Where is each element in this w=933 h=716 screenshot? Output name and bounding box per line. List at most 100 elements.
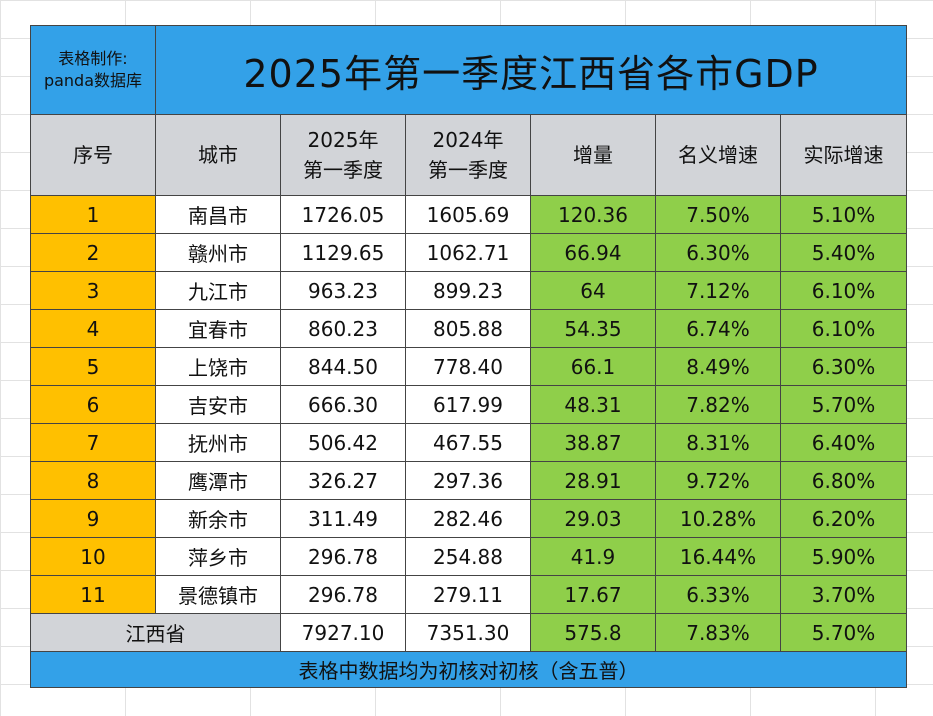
table-title: 2025年第一季度江西省各市GDP: [154, 25, 908, 115]
cell-index: 7: [30, 423, 156, 462]
cell-increase: 38.87: [530, 423, 656, 462]
cell-2024-q1: 279.11: [405, 575, 531, 614]
cell-2024-q1: 778.40: [405, 347, 531, 386]
header-real-growth: 实际增速: [779, 114, 908, 196]
table-row: 3 九江市 963.23 899.23 64 7.12% 6.10%: [30, 271, 908, 310]
cell-increase: 17.67: [530, 575, 656, 614]
cell-index: 6: [30, 385, 156, 424]
cell-2024-q1: 282.46: [405, 499, 531, 538]
cell-real-growth: 5.40%: [779, 233, 908, 272]
header-2024-year: 2024年: [432, 128, 504, 152]
header-nominal-growth: 名义增速: [655, 114, 781, 196]
cell-increase: 28.91: [530, 461, 656, 500]
header-2024-quarter: 第一季度: [428, 158, 508, 182]
cell-index: 4: [30, 309, 156, 348]
cell-nominal-growth: 8.49%: [655, 347, 781, 386]
table-row: 6 吉安市 666.30 617.99 48.31 7.82% 5.70%: [30, 385, 908, 424]
cell-nominal-growth: 7.50%: [655, 195, 781, 234]
total-2025-q1: 7927.10: [280, 613, 406, 652]
total-row: 江西省 7927.10 7351.30 575.8 7.83% 5.70%: [30, 613, 908, 652]
cell-city: 上饶市: [155, 347, 281, 386]
table-row: 1 南昌市 1726.05 1605.69 120.36 7.50% 5.10%: [30, 195, 908, 234]
cell-2024-q1: 1062.71: [405, 233, 531, 272]
cell-2024-q1: 617.99: [405, 385, 531, 424]
cell-real-growth: 5.70%: [779, 385, 908, 424]
footer-row: 表格中数据均为初核对初核（含五普）: [29, 651, 908, 688]
cell-nominal-growth: 7.82%: [655, 385, 781, 424]
cell-real-growth: 6.30%: [779, 347, 908, 386]
total-increase: 575.8: [530, 613, 656, 652]
cell-city: 九江市: [155, 271, 281, 310]
total-2024-q1: 7351.30: [405, 613, 531, 652]
cell-index: 9: [30, 499, 156, 538]
footer-note: 表格中数据均为初核对初核（含五普）: [29, 651, 908, 688]
cell-increase: 29.03: [530, 499, 656, 538]
cell-index: 5: [30, 347, 156, 386]
cell-2025-q1: 506.42: [280, 423, 406, 462]
cell-2025-q1: 1129.65: [280, 233, 406, 272]
cell-nominal-growth: 6.30%: [655, 233, 781, 272]
cell-index: 3: [30, 271, 156, 310]
title-row: 表格制作: panda数据库 2025年第一季度江西省各市GDP: [30, 25, 908, 115]
cell-real-growth: 6.10%: [779, 271, 908, 310]
cell-nominal-growth: 6.33%: [655, 575, 781, 614]
header-2025-quarter: 第一季度: [303, 158, 383, 182]
table-row: 5 上饶市 844.50 778.40 66.1 8.49% 6.30%: [30, 347, 908, 386]
cell-increase: 120.36: [530, 195, 656, 234]
cell-city: 赣州市: [155, 233, 281, 272]
credit-line-1: 表格制作:: [58, 49, 128, 68]
cell-increase: 41.9: [530, 537, 656, 576]
cell-2025-q1: 1726.05: [280, 195, 406, 234]
cell-nominal-growth: 6.74%: [655, 309, 781, 348]
cell-increase: 66.94: [530, 233, 656, 272]
header-increase: 增量: [530, 114, 656, 196]
table-row: 9 新余市 311.49 282.46 29.03 10.28% 6.20%: [30, 499, 908, 538]
cell-city: 宜春市: [155, 309, 281, 348]
cell-city: 抚州市: [155, 423, 281, 462]
cell-index: 2: [30, 233, 156, 272]
cell-nominal-growth: 16.44%: [655, 537, 781, 576]
cell-real-growth: 6.40%: [779, 423, 908, 462]
table-row: 7 抚州市 506.42 467.55 38.87 8.31% 6.40%: [30, 423, 908, 462]
cell-2024-q1: 899.23: [405, 271, 531, 310]
header-2024-q1: 2024年 第一季度: [405, 114, 531, 196]
cell-real-growth: 5.10%: [779, 195, 908, 234]
cell-2025-q1: 311.49: [280, 499, 406, 538]
cell-2024-q1: 1605.69: [405, 195, 531, 234]
table-row: 4 宜春市 860.23 805.88 54.35 6.74% 6.10%: [30, 309, 908, 348]
cell-city: 萍乡市: [155, 537, 281, 576]
cell-nominal-growth: 10.28%: [655, 499, 781, 538]
cell-nominal-growth: 7.12%: [655, 271, 781, 310]
header-row: 序号 城市 2025年 第一季度 2024年 第一季度 增量 名义增速 实际增速: [30, 114, 908, 196]
cell-2025-q1: 326.27: [280, 461, 406, 500]
total-nominal-growth: 7.83%: [655, 613, 781, 652]
cell-2025-q1: 666.30: [280, 385, 406, 424]
table-row: 8 鹰潭市 326.27 297.36 28.91 9.72% 6.80%: [30, 461, 908, 500]
table-row: 2 赣州市 1129.65 1062.71 66.94 6.30% 5.40%: [30, 233, 908, 272]
cell-2025-q1: 860.23: [280, 309, 406, 348]
cell-real-growth: 3.70%: [779, 575, 908, 614]
header-city: 城市: [155, 114, 281, 196]
cell-2024-q1: 467.55: [405, 423, 531, 462]
credit-line-2: panda数据库: [43, 71, 143, 90]
cell-city: 吉安市: [155, 385, 281, 424]
cell-index: 11: [30, 575, 156, 614]
cell-2024-q1: 254.88: [405, 537, 531, 576]
cell-2024-q1: 297.36: [405, 461, 531, 500]
cell-nominal-growth: 8.31%: [655, 423, 781, 462]
table-row: 11 景德镇市 296.78 279.11 17.67 6.33% 3.70%: [30, 575, 908, 614]
total-label: 江西省: [30, 613, 281, 652]
header-2025-year: 2025年: [307, 128, 379, 152]
gdp-table: 表格制作: panda数据库 2025年第一季度江西省各市GDP 序号 城市 2…: [29, 25, 908, 688]
cell-real-growth: 6.80%: [779, 461, 908, 500]
cell-real-growth: 5.90%: [779, 537, 908, 576]
cell-2025-q1: 296.78: [280, 537, 406, 576]
credit-cell: 表格制作: panda数据库: [30, 25, 156, 115]
cell-index: 8: [30, 461, 156, 500]
cell-increase: 54.35: [530, 309, 656, 348]
cell-real-growth: 6.20%: [779, 499, 908, 538]
cell-2025-q1: 844.50: [280, 347, 406, 386]
header-index: 序号: [30, 114, 156, 196]
cell-nominal-growth: 9.72%: [655, 461, 781, 500]
cell-index: 1: [30, 195, 156, 234]
